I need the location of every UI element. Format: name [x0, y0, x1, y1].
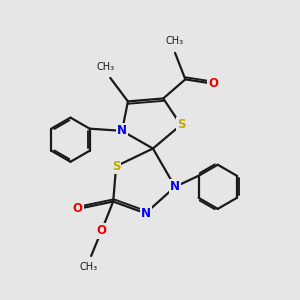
- Text: CH₃: CH₃: [166, 36, 184, 46]
- Text: N: N: [141, 207, 151, 220]
- Text: CH₃: CH₃: [97, 62, 115, 72]
- Text: O: O: [73, 202, 83, 215]
- Text: S: S: [112, 160, 120, 173]
- Text: CH₃: CH₃: [79, 262, 97, 272]
- Text: O: O: [208, 77, 218, 90]
- Text: O: O: [96, 224, 106, 238]
- Text: N: N: [117, 124, 127, 137]
- Text: S: S: [177, 118, 185, 131]
- Text: N: N: [170, 180, 180, 193]
